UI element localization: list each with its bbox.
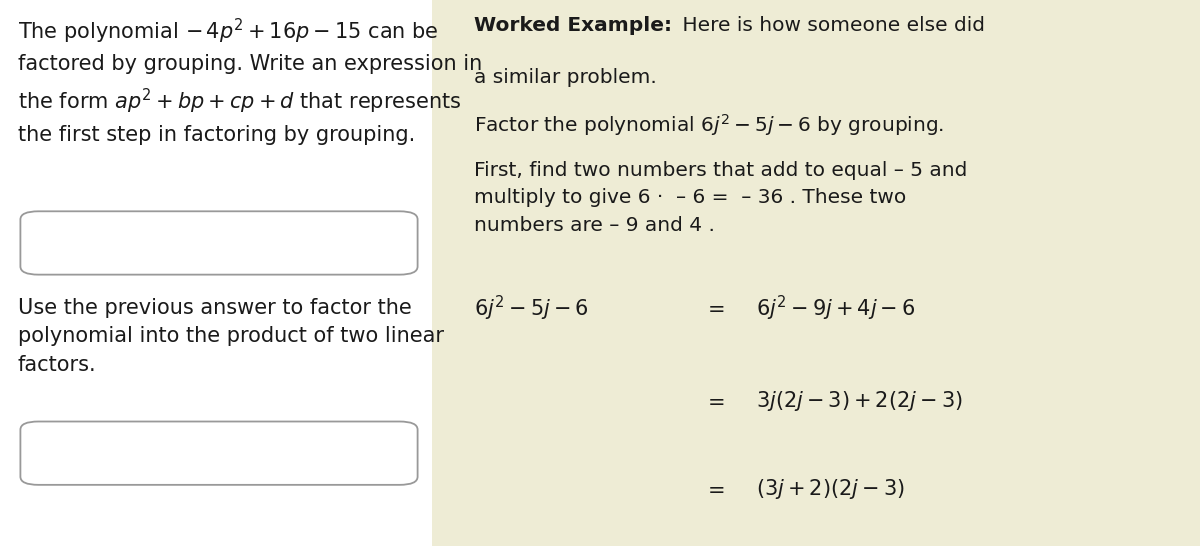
FancyBboxPatch shape — [20, 422, 418, 485]
Text: $(3j + 2)(2j - 3)$: $(3j + 2)(2j - 3)$ — [756, 477, 905, 501]
Text: $=$: $=$ — [703, 391, 725, 411]
Text: $6j^2 - 5j - 6$: $6j^2 - 5j - 6$ — [474, 294, 589, 323]
Text: a similar problem.: a similar problem. — [474, 68, 656, 87]
Text: $3j(2j - 3) + 2(2j - 3)$: $3j(2j - 3) + 2(2j - 3)$ — [756, 389, 962, 413]
Text: Use the previous answer to factor the
polynomial into the product of two linear
: Use the previous answer to factor the po… — [18, 298, 444, 375]
Text: $=$: $=$ — [703, 299, 725, 318]
Text: $6j^2 - 9j + 4j - 6$: $6j^2 - 9j + 4j - 6$ — [756, 294, 916, 323]
Text: The polynomial $-\,4p^2 + 16p - 15$ can be
factored by grouping. Write an expres: The polynomial $-\,4p^2 + 16p - 15$ can … — [18, 16, 482, 145]
Bar — [432, 0, 1200, 546]
Text: First, find two numbers that add to equal – 5 and
multiply to give 6 ·  – 6 =  –: First, find two numbers that add to equa… — [474, 161, 967, 235]
Text: Factor the polynomial $6j^2 - 5j - 6$ by grouping.: Factor the polynomial $6j^2 - 5j - 6$ by… — [474, 112, 944, 138]
FancyBboxPatch shape — [20, 211, 418, 275]
Text: $=$: $=$ — [703, 479, 725, 498]
Text: Here is how someone else did: Here is how someone else did — [676, 16, 985, 35]
Bar — [0, 0, 432, 546]
Text: Worked Example:: Worked Example: — [474, 16, 672, 35]
